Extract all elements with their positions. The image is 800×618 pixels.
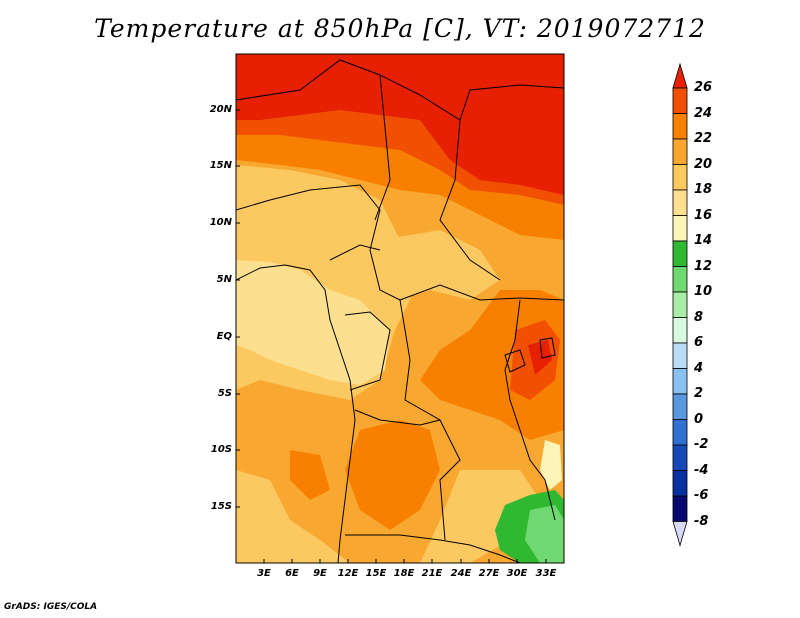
- colorbar-swatch: [672, 138, 688, 165]
- border-south-1: [354, 409, 441, 426]
- lat-label-10s: 10S: [210, 444, 232, 455]
- colorbar-label: 16: [694, 207, 713, 223]
- colorbar-swatch: [672, 266, 688, 293]
- border-central-1: [236, 184, 401, 301]
- colorbar-swatch: [672, 317, 688, 344]
- border-north-3: [439, 119, 501, 281]
- colorbar: [672, 62, 688, 547]
- border-east-1: [504, 299, 556, 521]
- lon-label-21e: 21E: [421, 568, 443, 579]
- colorbar-label: -4: [694, 462, 709, 478]
- lat-label-15n: 15N: [209, 160, 232, 171]
- field-14-east: [540, 440, 562, 490]
- country-borders: [236, 59, 564, 563]
- colorbar-label: -8: [694, 513, 709, 529]
- lat-ticks: [236, 109, 240, 508]
- border-central-2: [329, 244, 381, 261]
- colorbar-label: 8: [694, 309, 704, 325]
- field-26-east: [528, 340, 552, 375]
- colorbar-label: 14: [694, 233, 713, 248]
- colorbar-swatch: [672, 215, 688, 242]
- field-10-southeast: [525, 505, 564, 563]
- colorbar-swatch: [672, 291, 688, 318]
- field-18-south: [236, 470, 350, 563]
- colorbar-label: 26: [694, 80, 713, 95]
- border-north-1: [236, 59, 564, 121]
- colorbar-swatch: [672, 189, 688, 216]
- border-north-2: [374, 74, 391, 221]
- colorbar-swatch: [672, 342, 688, 369]
- colorbar-label: 22: [694, 131, 713, 146]
- lake-outline-2: [539, 337, 556, 359]
- lon-label-15e: 15E: [365, 568, 387, 579]
- colorbar-label: 2: [694, 386, 704, 401]
- map-title: Temperature at 850hPa [C], VT: 201907271…: [94, 14, 706, 43]
- colorbar-swatch: [672, 419, 688, 446]
- colorbar-swatch: [672, 393, 688, 420]
- colorbar-swatch: [672, 164, 688, 191]
- colorbar-label: 10: [694, 284, 713, 299]
- lake-outline: [504, 349, 526, 373]
- lon-label-27e: 27E: [478, 568, 500, 579]
- border-central-4: [344, 311, 391, 391]
- colorbar-label: 18: [694, 182, 713, 197]
- map-frame: [235, 53, 565, 564]
- colorbar-label: 6: [694, 335, 704, 350]
- lon-label-18e: 18E: [393, 568, 415, 579]
- temperature-field: [236, 54, 564, 563]
- lon-label-6e: 6E: [285, 568, 299, 579]
- lon-label-3e: 3E: [257, 568, 271, 579]
- lat-label-20n: 20N: [209, 104, 232, 115]
- field-22-southwest: [290, 450, 330, 500]
- lat-label-5s: 5S: [217, 388, 232, 399]
- lon-label-30e: 30E: [506, 568, 528, 579]
- lon-label-12e: 12E: [337, 568, 359, 579]
- lat-label-10n: 10N: [209, 217, 232, 228]
- colorbar-swatch: [672, 495, 688, 522]
- colorbar-label: 0: [694, 411, 704, 427]
- lon-label-33e: 33E: [535, 568, 557, 579]
- field-18-central: [380, 230, 500, 300]
- colorbar-label: 12: [694, 258, 713, 274]
- colorbar-swatch: [672, 113, 688, 140]
- lat-label-5n: 5N: [216, 274, 232, 285]
- colorbar-swatch: [672, 470, 688, 497]
- colorbar-label: 4: [694, 360, 704, 376]
- colorbar-swatch: [672, 444, 688, 471]
- field-16-west: [236, 260, 390, 385]
- border-central-3: [399, 284, 564, 301]
- colorbar-top-arrow: [672, 62, 688, 89]
- colorbar-swatch: [672, 87, 688, 114]
- colorbar-label: 24: [694, 105, 713, 121]
- colorbar-label: -2: [694, 437, 709, 452]
- lon-ticks: [263, 559, 547, 563]
- coastline-west: [236, 264, 356, 563]
- colorbar-label: -6: [694, 488, 709, 503]
- border-south-2: [345, 534, 521, 563]
- colorbar-bottom-arrow: [672, 521, 688, 547]
- lon-label-24e: 24E: [450, 568, 472, 579]
- colorbar-label: 20: [694, 156, 713, 172]
- colorbar-swatch: [672, 368, 688, 395]
- grads-credit: GrADS: IGES/COLA: [4, 602, 98, 612]
- field-22-south: [345, 420, 440, 530]
- lon-label-9e: 9E: [313, 568, 327, 579]
- colorbar-swatch: [672, 240, 688, 267]
- lat-label-15s: 15S: [210, 501, 232, 512]
- lat-label-eq: EQ: [216, 331, 232, 342]
